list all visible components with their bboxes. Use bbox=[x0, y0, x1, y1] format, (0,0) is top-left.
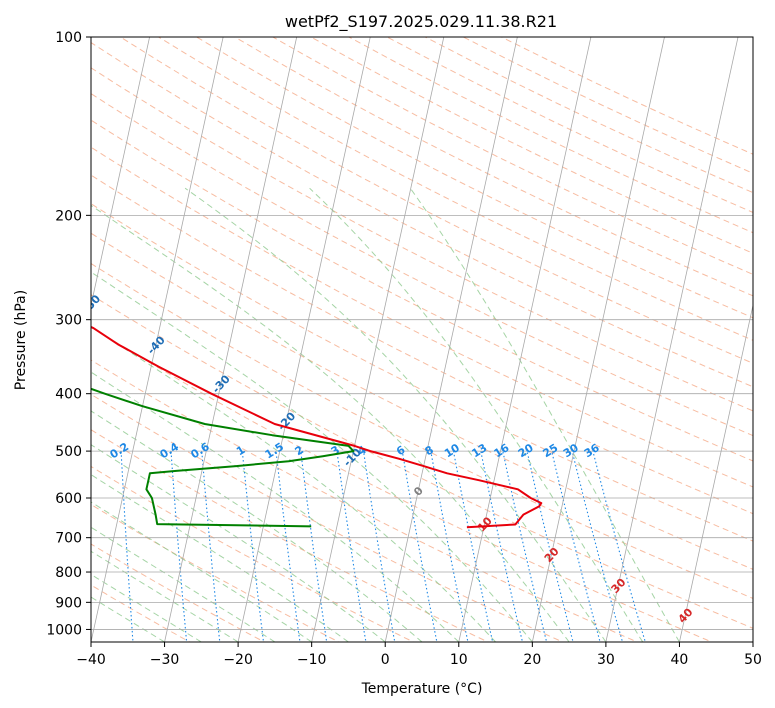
isotherm-line bbox=[237, 37, 371, 642]
dry-adiabat-line bbox=[91, 503, 340, 642]
moist-adiabat-line bbox=[91, 326, 496, 642]
moist-adiabat-line bbox=[91, 550, 239, 642]
isotherm-line bbox=[679, 303, 753, 642]
x-tick-label: 20 bbox=[523, 652, 541, 668]
mixing-ratio-line bbox=[401, 451, 438, 642]
dry-adiabat-line bbox=[91, 294, 753, 629]
isotherm-line bbox=[384, 37, 518, 642]
isotherm-line bbox=[531, 37, 665, 642]
x-tick-label: 10 bbox=[450, 652, 468, 668]
dry-adiabats bbox=[91, 37, 753, 642]
moist-adiabat-line bbox=[91, 271, 533, 642]
x-tick-label: 40 bbox=[671, 652, 689, 668]
y-tick-label: 200 bbox=[55, 208, 82, 224]
dry-adiabat-line bbox=[195, 37, 753, 319]
moist-adiabat-line bbox=[91, 573, 202, 642]
moist-adiabat-line bbox=[184, 187, 607, 642]
dry-adiabat-line bbox=[91, 359, 639, 642]
moist-adiabat-line bbox=[409, 187, 680, 642]
mixing-ratio-line bbox=[480, 450, 524, 642]
dry-adiabat-line bbox=[233, 37, 753, 297]
dry-adiabat-line bbox=[91, 393, 564, 642]
dry-adiabat-line bbox=[91, 584, 191, 642]
chart-title: wetPf2_S197.2025.029.11.38.R21 bbox=[285, 12, 557, 32]
dewpoint-profile-line bbox=[91, 387, 355, 528]
moist-adiabat-line bbox=[91, 526, 276, 642]
pressure-gridlines bbox=[91, 37, 753, 630]
moist-adiabat-line bbox=[91, 410, 423, 642]
y-axis-label: Pressure (hPa) bbox=[13, 290, 29, 390]
y-tick-label: 400 bbox=[55, 387, 82, 403]
dry-adiabat-line bbox=[119, 37, 753, 364]
moist-adiabat-line bbox=[91, 444, 386, 642]
x-tick-label: −30 bbox=[150, 652, 180, 668]
x-tick-label: −20 bbox=[223, 652, 253, 668]
x-axis-label: Temperature (°C) bbox=[361, 681, 483, 697]
mixing-ratio-line bbox=[571, 450, 624, 642]
isotherm-line bbox=[458, 37, 592, 642]
isotherm-line bbox=[91, 37, 224, 642]
isotherms bbox=[91, 37, 753, 642]
mixing-ratio-line bbox=[362, 451, 396, 642]
moist-adiabats bbox=[91, 187, 680, 642]
y-tick-label: 500 bbox=[55, 444, 82, 460]
y-axis-ticks: 100 200 300 400 500 600 700 800 900 1000 bbox=[46, 30, 91, 638]
dry-adiabat-line bbox=[91, 429, 490, 642]
isotherm-line bbox=[91, 37, 151, 308]
mixing-ratio-line bbox=[336, 451, 367, 642]
y-tick-label: 1000 bbox=[46, 622, 82, 638]
moist-adiabat-line bbox=[91, 596, 165, 642]
dry-adiabat-line bbox=[91, 203, 753, 542]
y-tick-label: 300 bbox=[55, 313, 82, 329]
moist-adiabat-line bbox=[309, 187, 644, 642]
isotherm-line bbox=[605, 37, 739, 642]
mixing-ratio-line bbox=[592, 450, 646, 642]
sounding-profiles bbox=[91, 325, 543, 529]
moist-adiabat-line bbox=[91, 474, 349, 642]
y-tick-label: 700 bbox=[55, 531, 82, 547]
dry-adiabat-line bbox=[91, 262, 753, 599]
mixing-ratio-line bbox=[452, 451, 494, 642]
x-tick-label: 0 bbox=[381, 652, 390, 668]
y-tick-label: 100 bbox=[55, 30, 82, 46]
y-tick-label: 900 bbox=[55, 595, 82, 611]
x-tick-label: 30 bbox=[597, 652, 615, 668]
isotherm-line bbox=[311, 37, 445, 642]
mixing-ratio-line bbox=[502, 450, 548, 642]
dry-adiabat-line bbox=[91, 326, 714, 642]
mixing-ratio-line bbox=[551, 450, 601, 642]
isotherm-line bbox=[164, 37, 298, 642]
dry-adiabat-line bbox=[91, 93, 753, 437]
plot-frame bbox=[90, 36, 754, 643]
x-tick-label: 50 bbox=[744, 652, 762, 668]
mixing-ratio-line bbox=[526, 450, 574, 642]
y-tick-label: 800 bbox=[55, 565, 82, 581]
x-axis-ticks: −40 −30 −20 −10 0 10 20 30 40 50 bbox=[76, 642, 762, 668]
temperature-profile-line bbox=[91, 325, 543, 529]
x-tick-label: −10 bbox=[297, 652, 327, 668]
dry-adiabat-line bbox=[91, 174, 753, 515]
x-tick-label: −40 bbox=[76, 652, 106, 668]
y-tick-label: 600 bbox=[55, 491, 82, 507]
